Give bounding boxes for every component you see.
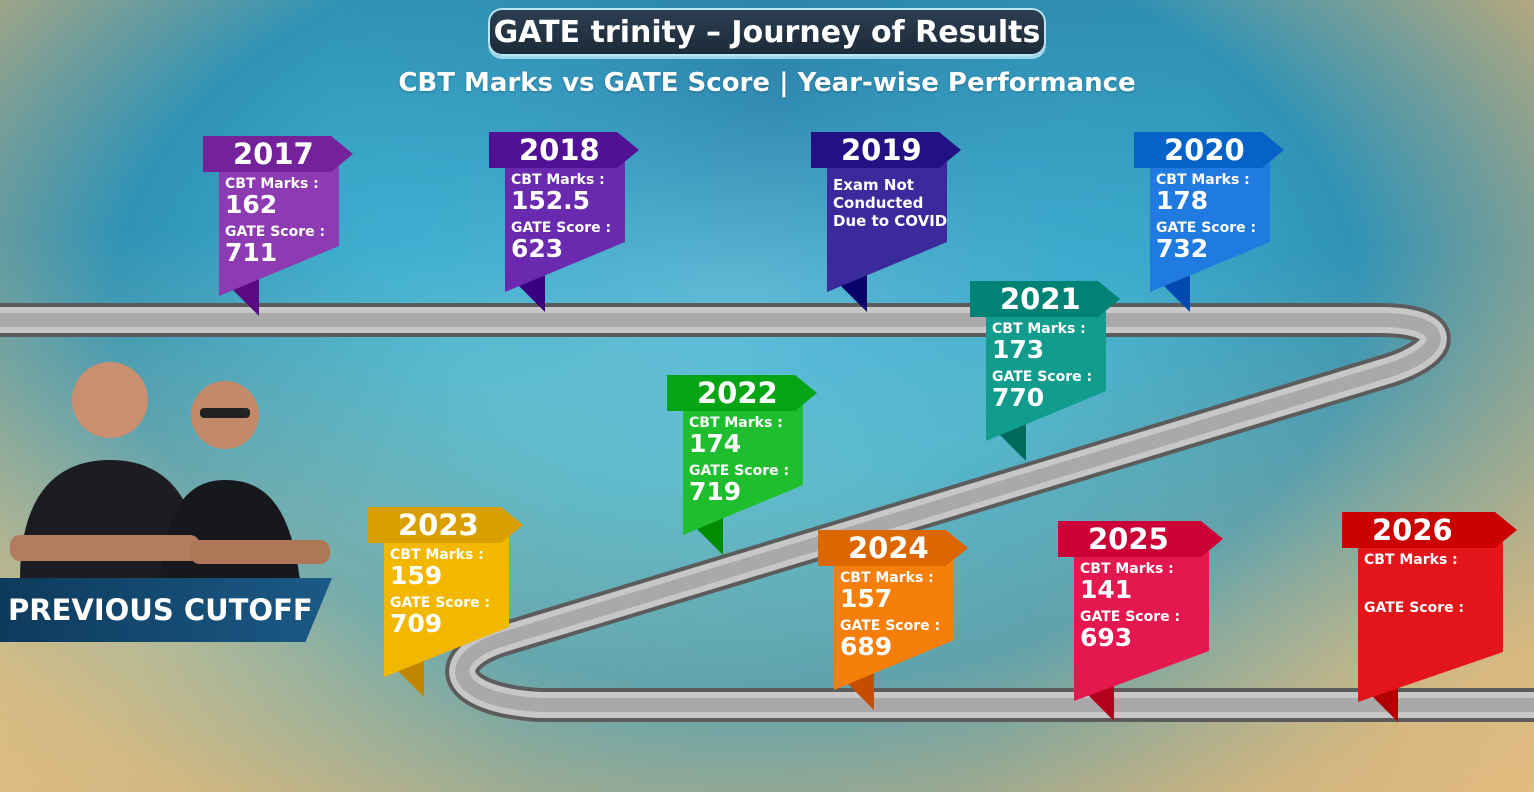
milestone-note: Conducted [833,194,924,212]
milestone-flag-shape [489,132,639,312]
cbt-marks-value [1364,568,1464,594]
milestone-card-2020: 2020 CBT Marks :178 GATE Score :732 [1134,132,1284,312]
previous-cutoff-badge: PREVIOUS CUTOFF [0,578,332,642]
milestone-details: CBT Marks :141 GATE Score :693 [1080,561,1180,651]
gate-score-label: GATE Score : [390,595,491,611]
milestone-flag-shape [818,530,968,710]
milestone-year: 2018 [519,133,600,167]
cbt-marks-label: CBT Marks : [1156,172,1250,188]
gate-score-label: GATE Score : [689,463,790,479]
milestone-flag-shape [203,136,353,316]
milestone-details: CBT Marks :162 GATE Score :711 [225,176,325,266]
milestone-year: 2024 [848,531,929,565]
cbt-marks-label: CBT Marks : [1364,552,1458,568]
milestone-flag-shape [1134,132,1284,312]
gate-score-label: GATE Score : [225,224,326,240]
cbt-marks-value: 174 [689,429,742,458]
milestone-card-2026: 2026 CBT Marks : GATE Score : [1342,512,1517,722]
gate-score-label: GATE Score : [840,618,941,634]
milestone-card-2019: 2019 Exam Not Conducted Due to COVID [811,132,961,312]
milestone-flag-shape [667,375,817,555]
gate-score-value: 711 [225,238,278,267]
gate-score-label: GATE Score : [1080,609,1181,625]
milestone-card-2025: 2025 CBT Marks :141 GATE Score :693 [1058,521,1223,721]
milestone-details: CBT Marks :173 GATE Score :770 [992,321,1092,411]
milestone-card-2018: 2018 CBT Marks :152.5 GATE Score :623 [489,132,639,312]
gate-score-value: 623 [511,234,564,263]
cbt-marks-label: CBT Marks : [689,415,783,431]
presenters-photo [0,330,340,580]
gate-score-value [1364,616,1464,642]
milestone-year: 2019 [841,133,922,167]
milestone-details: CBT Marks : GATE Score : [1364,552,1464,642]
milestone-details: CBT Marks :157 GATE Score :689 [840,570,940,660]
cbt-marks-label: CBT Marks : [992,321,1086,337]
cbt-marks-label: CBT Marks : [1080,561,1174,577]
milestone-year: 2020 [1164,133,1245,167]
cbt-marks-value: 178 [1156,186,1209,215]
gate-score-label: GATE Score : [992,369,1093,385]
milestone-year: 2026 [1372,513,1453,547]
gate-score-value: 719 [689,477,742,506]
milestone-details: CBT Marks :174 GATE Score :719 [689,415,789,505]
milestone-year: 2021 [1000,282,1081,316]
gate-score-label: GATE Score : [1364,600,1465,616]
gate-score-value: 693 [1080,623,1133,652]
milestone-card-2021: 2021 CBT Marks :173 GATE Score :770 [970,281,1120,461]
milestone-year: 2017 [233,137,314,171]
cbt-marks-value: 162 [225,190,278,219]
milestone-year: 2023 [398,508,479,542]
page-title: GATE trinity – Journey of Results [488,8,1046,56]
cbt-marks-value: 152.5 [511,186,591,215]
milestone-note: Exam Not [833,176,914,194]
milestone-details: CBT Marks :152.5 GATE Score :623 [511,172,611,262]
cbt-marks-label: CBT Marks : [390,547,484,563]
milestone-year: 2022 [697,376,778,410]
milestone-card-2024: 2024 CBT Marks :157 GATE Score :689 [818,530,968,710]
page-subtitle: CBT Marks vs GATE Score | Year-wise Perf… [398,68,1136,98]
milestone-flag-shape [1058,521,1223,721]
cbt-marks-label: CBT Marks : [840,570,934,586]
gate-score-value: 689 [840,632,893,661]
milestone-flag-shape [811,132,961,312]
milestone-details: CBT Marks :159 GATE Score :709 [390,547,490,637]
milestone-card-2017: 2017 CBT Marks :162 GATE Score :711 [203,136,353,316]
milestone-note: Due to COVID [833,212,948,230]
gate-score-value: 770 [992,383,1045,412]
milestone-card-2023: 2023 CBT Marks :159 GATE Score :709 [368,507,523,697]
gate-score-label: GATE Score : [1156,220,1257,236]
gate-score-label: GATE Score : [511,220,612,236]
cbt-marks-label: CBT Marks : [511,172,605,188]
milestone-flag-shape [368,507,523,697]
cbt-marks-value: 173 [992,335,1045,364]
milestone-card-2022: 2022 CBT Marks :174 GATE Score :719 [667,375,817,555]
cbt-marks-value: 159 [390,561,443,590]
milestone-flag-shape [970,281,1120,461]
cbt-marks-value: 157 [840,584,893,613]
milestone-details: Exam Not Conducted Due to COVID [833,176,947,230]
gate-score-value: 709 [390,609,443,638]
milestone-year: 2025 [1088,522,1169,556]
milestone-details: CBT Marks :178 GATE Score :732 [1156,172,1256,262]
cbt-marks-value: 141 [1080,575,1133,604]
milestone-flag-shape [1342,512,1517,722]
cbt-marks-label: CBT Marks : [225,176,319,192]
gate-score-value: 732 [1156,234,1209,263]
